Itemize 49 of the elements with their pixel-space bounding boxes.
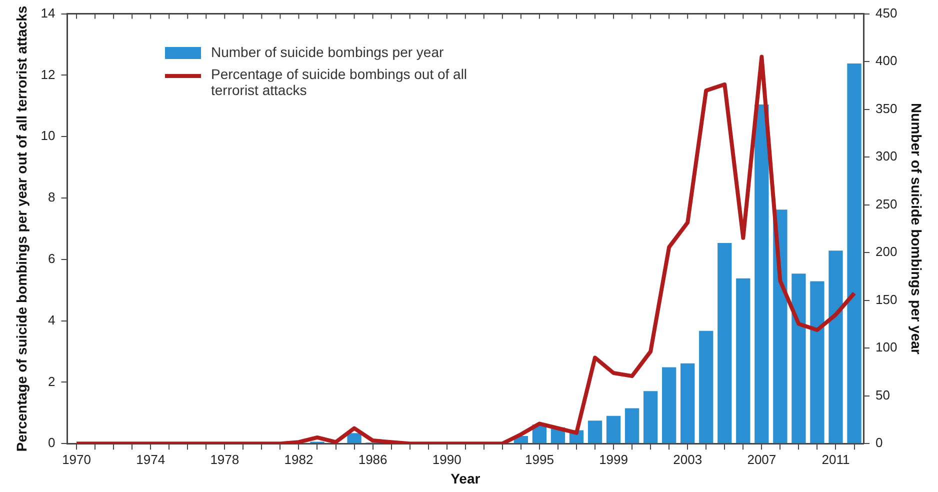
bar — [680, 363, 695, 444]
x-tick-label: 2011 — [822, 452, 850, 467]
y2-tick-label: 150 — [876, 292, 898, 307]
y-axis-title: Percentage of suicide bombings per year out of all terrorist attacks — [13, 6, 30, 452]
x-tick-label: 1995 — [524, 452, 554, 467]
y2-tick-label: 300 — [876, 148, 898, 164]
y-tick-label: 12 — [40, 66, 56, 82]
x-tick-label: 1974 — [136, 452, 166, 467]
y-tick-label: 2 — [48, 374, 56, 389]
bar — [792, 274, 806, 444]
y-tick-label: 4 — [48, 312, 56, 328]
bar — [718, 243, 732, 444]
y-tick-label: 0 — [48, 435, 56, 450]
y2-tick-label: 100 — [876, 340, 898, 355]
y-tick-label: 6 — [48, 250, 56, 266]
y-tick-label: 10 — [40, 128, 56, 144]
y2-tick-label: 50 — [876, 387, 890, 402]
y2-tick-label: 450 — [876, 5, 898, 20]
y2-tick-label: 200 — [876, 244, 898, 260]
x-tick-label: 1982 — [284, 452, 314, 467]
y-tick-label: 8 — [48, 190, 56, 205]
y2-tick-label: 350 — [876, 100, 898, 116]
x-tick-label: 1970 — [62, 452, 91, 467]
bar — [606, 416, 621, 444]
x-tick-label: 1978 — [210, 452, 240, 467]
bar — [347, 433, 362, 444]
y2-tick-label: 0 — [876, 435, 883, 450]
bar — [847, 63, 862, 444]
bar — [588, 420, 602, 444]
x-tick-label: 2003 — [673, 452, 702, 467]
bar — [810, 281, 824, 444]
bar — [828, 250, 843, 444]
bar — [624, 408, 640, 444]
x-tick-label: 1986 — [358, 452, 388, 467]
x-tick-label: 1990 — [432, 452, 462, 467]
y2-axis-title: Number of suicide bombings per year — [908, 103, 925, 355]
y2-tick-label: 400 — [876, 53, 898, 68]
bar — [754, 104, 769, 444]
legend-label: Number of suicide bombings per year — [211, 44, 444, 60]
y2-tick-label: 250 — [876, 196, 898, 212]
bar — [699, 330, 714, 444]
x-tick-label: 2007 — [747, 452, 776, 467]
x-axis-title: Year — [450, 470, 481, 486]
bar — [736, 278, 750, 444]
x-tick-label: 1999 — [599, 452, 628, 467]
bar — [662, 367, 676, 444]
bar — [643, 391, 658, 444]
legend-label: Percentage of suicide bombings out of all terrorist attacks — [211, 66, 468, 98]
y-tick-label: 14 — [40, 5, 56, 20]
